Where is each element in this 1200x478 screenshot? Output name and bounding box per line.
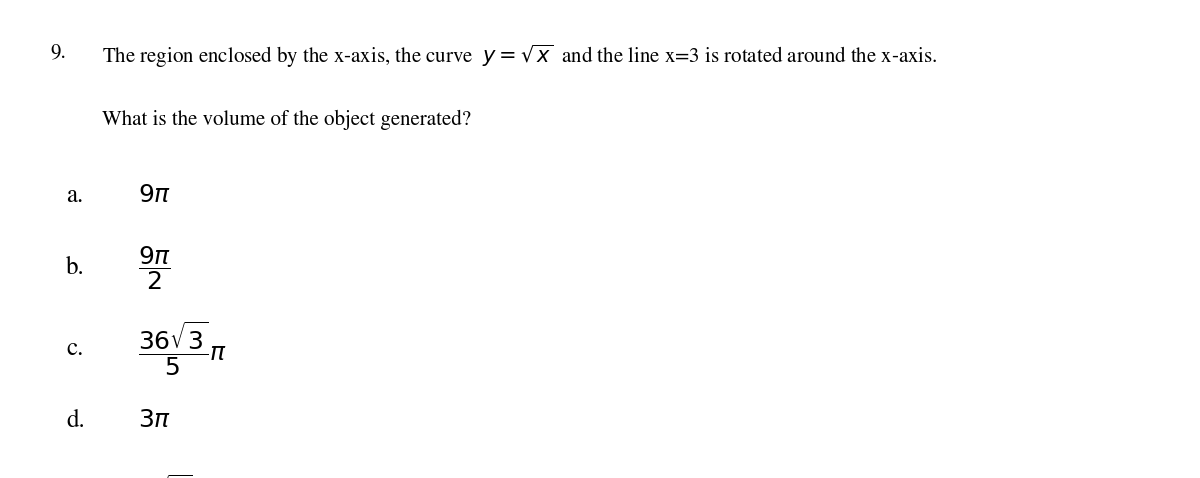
Text: What is the volume of the object generated?: What is the volume of the object generat…: [102, 110, 470, 130]
Text: $3\pi$: $3\pi$: [138, 409, 172, 433]
Text: The region enclosed by the x-axis, the curve  $y = \sqrt{x}$  and the line x=3 i: The region enclosed by the x-axis, the c…: [102, 43, 937, 70]
Text: $9\pi$: $9\pi$: [138, 184, 172, 208]
Text: b.: b.: [66, 256, 85, 280]
Text: $\dfrac{9\pi}{2}$: $\dfrac{9\pi}{2}$: [138, 244, 172, 292]
Text: c.: c.: [66, 337, 83, 361]
Text: d.: d.: [66, 409, 85, 433]
Text: 9.: 9.: [50, 43, 66, 63]
Text: $2\sqrt{3}\pi$: $2\sqrt{3}\pi$: [138, 476, 208, 478]
Text: $\dfrac{36\sqrt{3}}{5}\pi$: $\dfrac{36\sqrt{3}}{5}\pi$: [138, 320, 227, 378]
Text: a.: a.: [66, 184, 83, 208]
